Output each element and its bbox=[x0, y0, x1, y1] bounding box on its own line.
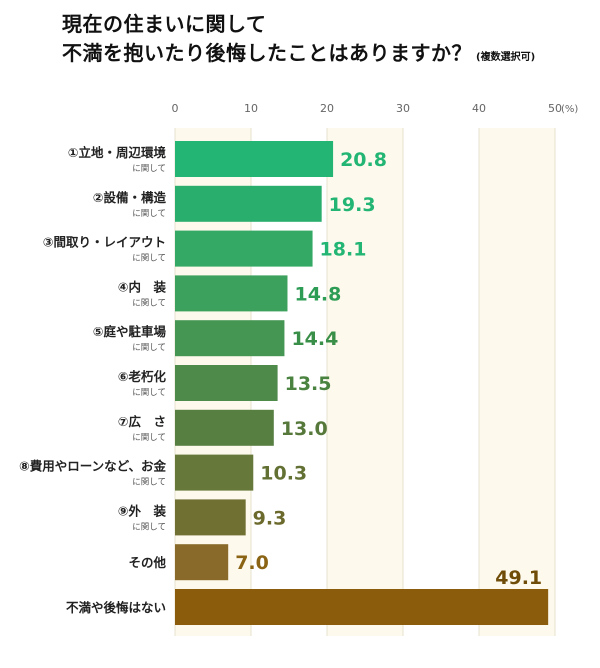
x-tick-label: 50 bbox=[548, 102, 562, 115]
category-label: ①立地・周辺環境 bbox=[68, 145, 167, 160]
category-sublabel: に関して bbox=[132, 478, 166, 488]
category-label: ⑧費用やローンなど、お金 bbox=[19, 459, 166, 474]
bar bbox=[175, 141, 334, 177]
x-tick-label: 20 bbox=[320, 102, 334, 115]
bar bbox=[175, 365, 278, 401]
value-label: 13.5 bbox=[285, 373, 332, 395]
value-label: 14.8 bbox=[294, 283, 341, 305]
bar bbox=[175, 409, 274, 446]
category-sublabel: に関して bbox=[132, 522, 166, 532]
bar bbox=[175, 454, 254, 491]
category-sublabel: に関して bbox=[132, 388, 166, 398]
category-label: ④内 装 bbox=[118, 279, 167, 294]
grid-band bbox=[479, 128, 555, 636]
value-label: 7.0 bbox=[235, 552, 269, 574]
value-label: 14.4 bbox=[291, 328, 338, 350]
category-label: ③間取り・レイアウト bbox=[43, 235, 166, 250]
category-label: ⑤庭や駐車場 bbox=[93, 324, 167, 339]
category-sublabel: に関して bbox=[132, 433, 166, 443]
value-label: 18.1 bbox=[320, 239, 367, 261]
x-unit-label: (%) bbox=[561, 104, 578, 115]
value-label: 20.8 bbox=[340, 149, 387, 171]
x-tick-label: 0 bbox=[172, 102, 179, 115]
title-line-2-text: 不満を抱いたり後悔したことはありますか？ bbox=[62, 41, 472, 65]
value-label: 10.3 bbox=[260, 463, 307, 485]
value-label: 13.0 bbox=[281, 418, 328, 440]
x-tick-label: 10 bbox=[244, 102, 258, 115]
category-label: ⑦広 さ bbox=[118, 414, 166, 429]
bar bbox=[175, 185, 322, 222]
title-note: (複数選択可) bbox=[476, 52, 536, 63]
category-sublabel: に関して bbox=[132, 164, 166, 174]
category-sublabel: に関して bbox=[132, 298, 166, 308]
bar bbox=[175, 275, 288, 312]
bar bbox=[175, 230, 313, 267]
bar bbox=[175, 320, 285, 357]
category-sublabel: に関して bbox=[132, 343, 166, 353]
category-label: ⑨外 装 bbox=[118, 503, 167, 518]
bar bbox=[175, 499, 246, 536]
x-tick-label: 30 bbox=[396, 102, 410, 115]
grid-band bbox=[403, 128, 479, 636]
grid-band bbox=[327, 128, 403, 636]
value-label: 19.3 bbox=[329, 194, 376, 216]
x-tick-label: 40 bbox=[472, 102, 486, 115]
category-label: ②設備・構造 bbox=[93, 190, 167, 205]
category-label: ⑥老朽化 bbox=[118, 369, 167, 384]
value-label: 49.1 bbox=[495, 567, 542, 589]
title-line-2: 不満を抱いたり後悔したことはありますか？ (複数選択可) bbox=[62, 39, 535, 72]
title-line-1: 現在の住まいに関して bbox=[62, 12, 267, 36]
bar bbox=[175, 544, 229, 581]
category-label: 不満や後悔はない bbox=[66, 600, 166, 615]
bar bbox=[175, 589, 549, 625]
chart-title: 現在の住まいに関して 不満を抱いたり後悔したことはありますか？ (複数選択可) bbox=[62, 10, 535, 72]
category-sublabel: に関して bbox=[132, 254, 166, 264]
category-sublabel: に関して bbox=[132, 209, 166, 219]
value-label: 9.3 bbox=[253, 507, 287, 529]
category-label: その他 bbox=[128, 555, 166, 570]
